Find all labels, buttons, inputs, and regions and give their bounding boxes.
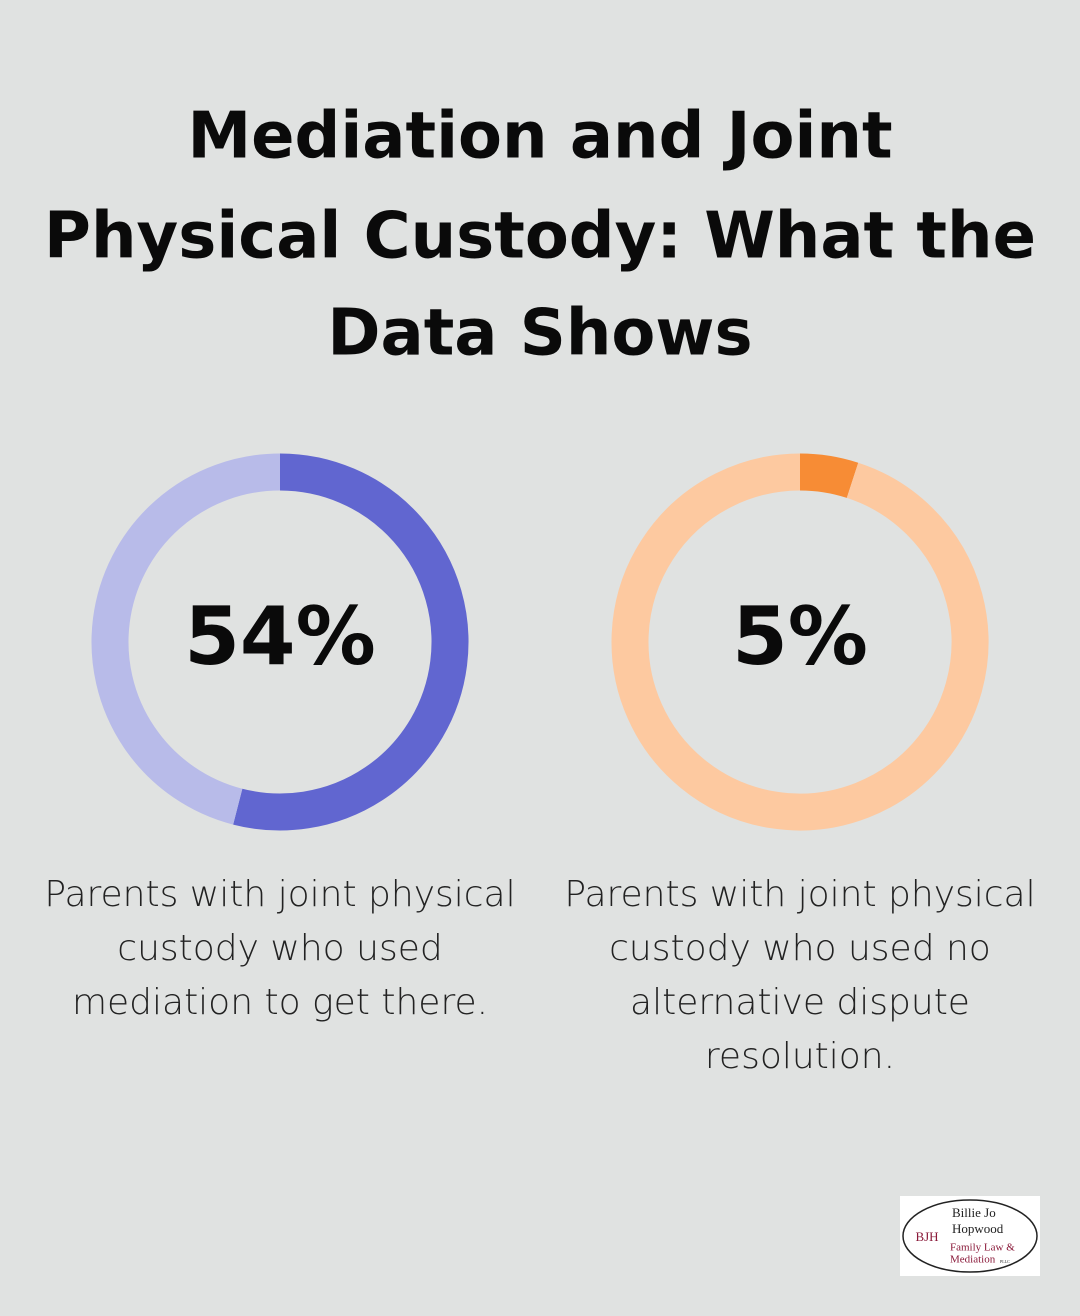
caption-line: mediation to get there. xyxy=(72,982,488,1023)
caption-line: custody who used xyxy=(117,928,442,969)
caption-line: resolution. xyxy=(705,1036,895,1077)
logo-firm: Mediation xyxy=(950,1254,996,1266)
logo-name: Hopwood xyxy=(952,1221,1004,1236)
logo-initials: BJH xyxy=(915,1229,938,1244)
donut-segment xyxy=(91,453,281,825)
center-value: 5% xyxy=(732,590,868,683)
caption-line: custody who used no xyxy=(609,928,991,969)
donut-segment xyxy=(233,453,469,831)
title-line: Data Shows xyxy=(327,297,752,371)
logo-ellipse xyxy=(902,1199,1038,1273)
title-line: Mediation and Joint xyxy=(187,100,892,174)
caption-line: alternative dispute xyxy=(630,982,970,1023)
donut-segment xyxy=(611,453,989,831)
center-value: 54% xyxy=(184,590,375,683)
title-line: Physical Custody: What the xyxy=(44,200,1036,274)
logo-name: Billie Jo xyxy=(952,1205,996,1220)
logo: BJH Billie Jo Hopwood Family Law & Media… xyxy=(900,1196,1040,1276)
logo-suffix: PLLC xyxy=(1000,1259,1010,1264)
donut-segment xyxy=(799,453,859,499)
caption-line: Parents with joint physical xyxy=(44,874,515,915)
logo-firm: Family Law & xyxy=(950,1242,1015,1254)
caption-line: Parents with joint physical xyxy=(564,874,1035,915)
